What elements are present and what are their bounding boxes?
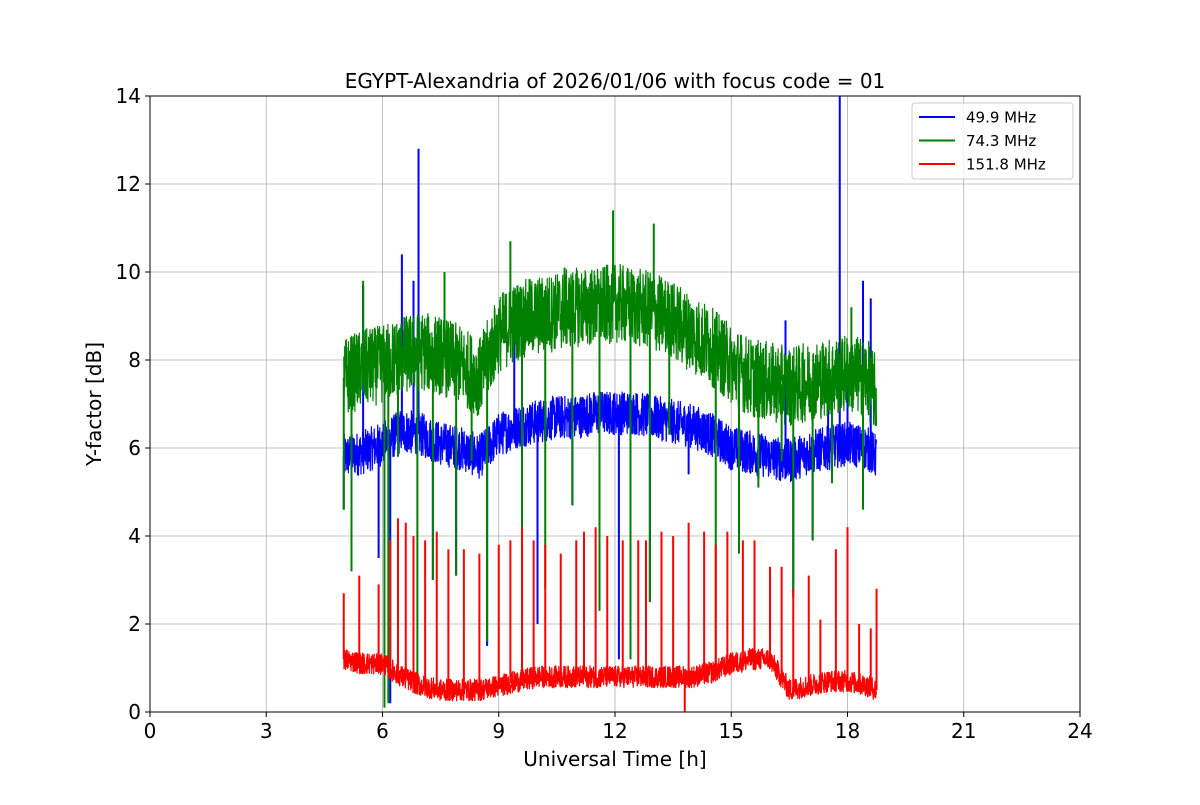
x-tick-label: 6 — [376, 719, 389, 743]
x-tick-label: 15 — [719, 719, 744, 743]
legend-label: 74.3 MHz — [966, 132, 1036, 150]
series-line-2 — [343, 647, 877, 702]
y-tick-label: 8 — [128, 348, 141, 372]
legend-label: 151.8 MHz — [966, 156, 1046, 174]
y-tick-label: 2 — [128, 612, 141, 636]
x-axis-label: Universal Time [h] — [523, 747, 706, 771]
y-axis-label: Y-factor [dB] — [82, 342, 106, 467]
y-tick-label: 14 — [116, 84, 141, 108]
x-tick-label: 3 — [260, 719, 273, 743]
legend-label: 49.9 MHz — [966, 109, 1036, 127]
x-tick-label: 21 — [951, 719, 976, 743]
y-tick-label: 10 — [116, 260, 141, 284]
x-tick-label: 12 — [602, 719, 627, 743]
x-tick-label: 9 — [492, 719, 505, 743]
series-layer — [342, 96, 878, 712]
y-tick-label: 6 — [128, 436, 141, 460]
x-tick-label: 24 — [1067, 719, 1092, 743]
y-tick-label: 12 — [116, 172, 141, 196]
x-tick-label: 0 — [144, 719, 157, 743]
x-tick-label: 18 — [835, 719, 860, 743]
legend-box — [911, 102, 1074, 180]
legend: 49.9 MHz 74.3 MHz 151.8 MHz — [911, 102, 1074, 180]
y-tick-label: 4 — [128, 524, 141, 548]
chart-title: EGYPT-Alexandria of 2026/01/06 with focu… — [345, 69, 886, 93]
y-tick-label: 0 — [128, 700, 141, 724]
